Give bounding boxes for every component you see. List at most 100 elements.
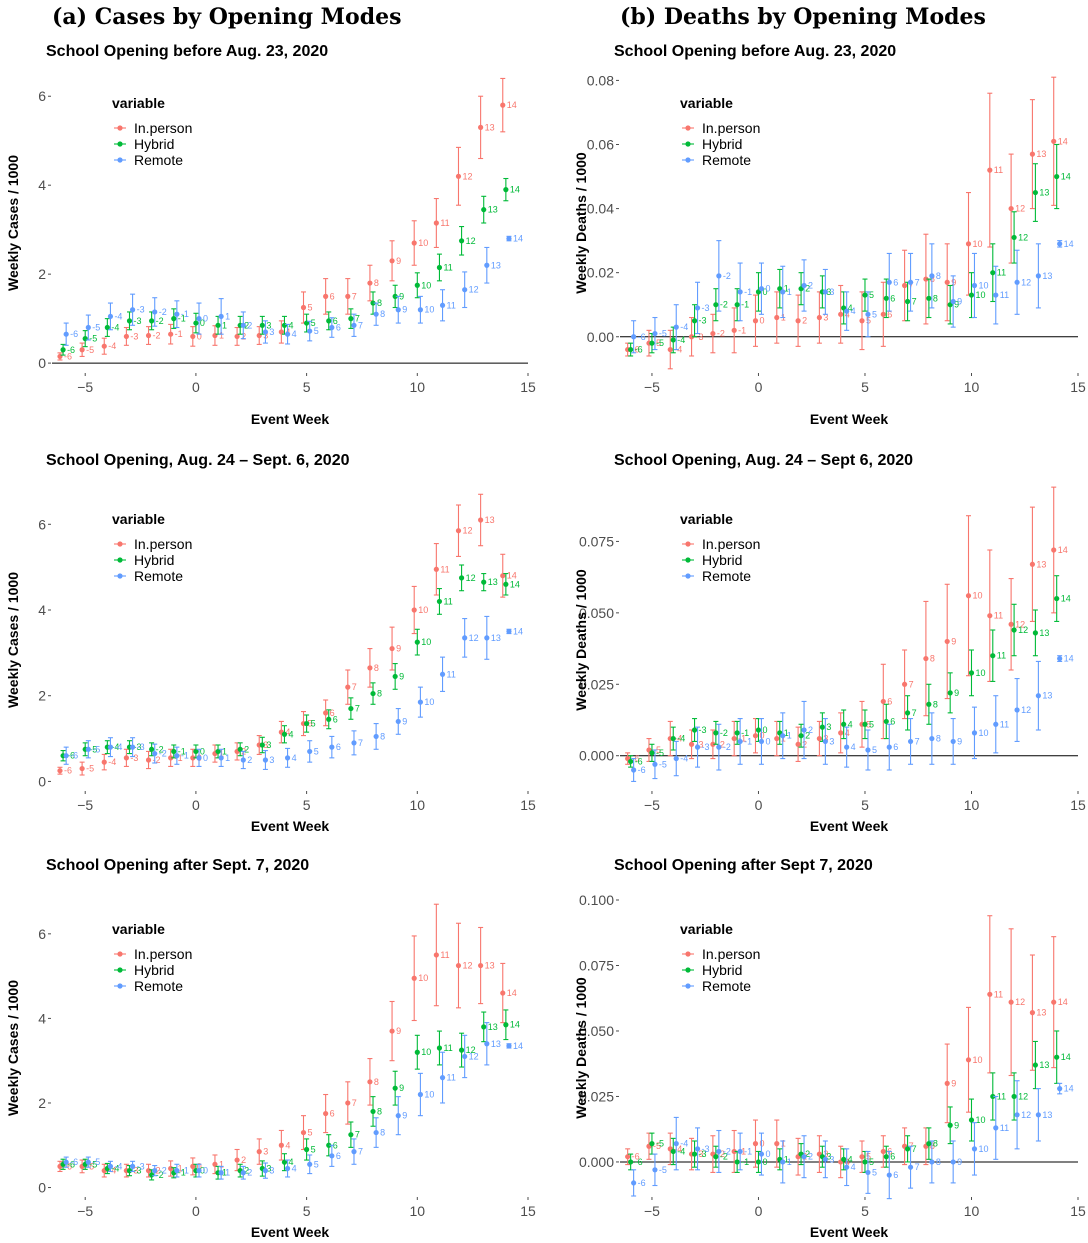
point-label: 12 xyxy=(462,171,472,181)
data-point xyxy=(1054,595,1060,602)
point-label: 6 xyxy=(333,1140,338,1150)
point-label: -6 xyxy=(638,1178,646,1188)
point-label: 12 xyxy=(1018,232,1028,242)
legend-key-point xyxy=(685,125,691,131)
data-point xyxy=(300,1129,307,1136)
data-point xyxy=(734,302,740,308)
data-point xyxy=(713,302,719,308)
legend-key-point xyxy=(685,573,691,579)
point-label: 9 xyxy=(399,1083,404,1093)
data-point xyxy=(329,324,335,331)
point-label: -6 xyxy=(70,751,78,761)
data-point xyxy=(370,1108,376,1115)
legend-label: Remote xyxy=(134,152,183,168)
data-point xyxy=(673,1141,679,1147)
point-label: 9 xyxy=(402,716,407,726)
data-point xyxy=(107,744,114,750)
point-label: 13 xyxy=(1042,691,1052,701)
point-label: -1 xyxy=(175,1164,183,1174)
y-axis-title: Weekly Deaths / 1000 xyxy=(573,152,589,294)
data-point xyxy=(123,755,129,761)
data-point xyxy=(971,282,978,289)
data-point xyxy=(631,1180,637,1186)
point-label: -5 xyxy=(659,1165,667,1175)
point-label: -3 xyxy=(133,316,141,326)
legend-key-point xyxy=(117,983,123,989)
point-label: 6 xyxy=(330,1109,335,1119)
point-label: 4 xyxy=(292,753,297,763)
data-point xyxy=(901,282,908,289)
point-label: 6 xyxy=(893,1170,898,1180)
x-axis-title: Event Week xyxy=(251,411,330,427)
data-point xyxy=(886,744,892,750)
data-point xyxy=(503,1022,509,1028)
point-label: -2 xyxy=(717,1149,725,1159)
point-label: 4 xyxy=(285,727,290,737)
point-label: 8 xyxy=(933,699,938,709)
data-point xyxy=(126,318,133,324)
data-point xyxy=(965,593,972,599)
point-label: 12 xyxy=(1018,1091,1028,1101)
x-tick-label: 5 xyxy=(861,1203,869,1219)
point-label: -4 xyxy=(680,322,688,332)
legend-key-point xyxy=(685,157,691,163)
data-point xyxy=(649,750,655,756)
y-axis-title: Weekly Cases / 1000 xyxy=(5,155,21,291)
data-point xyxy=(758,1151,765,1157)
y-tick-label: 0.025 xyxy=(579,676,614,692)
point-label: -5 xyxy=(89,744,97,754)
data-point xyxy=(1029,561,1036,567)
data-point xyxy=(129,1163,136,1169)
data-point xyxy=(1011,234,1017,241)
legend-label: In.person xyxy=(134,120,192,136)
data-point xyxy=(862,292,868,298)
point-label: -6 xyxy=(635,1157,643,1167)
legend-label: Remote xyxy=(134,568,183,584)
point-label: 10 xyxy=(424,305,434,315)
point-label: 13 xyxy=(1036,559,1046,569)
data-point xyxy=(373,311,379,317)
data-point xyxy=(370,300,376,306)
point-label: 13 xyxy=(1039,188,1049,198)
point-label: 8 xyxy=(933,293,938,303)
data-point xyxy=(901,681,908,687)
point-label: 7 xyxy=(912,297,917,307)
point-label: 3 xyxy=(266,740,271,750)
legend-key-point xyxy=(117,541,123,547)
data-point xyxy=(168,755,174,761)
legend-label: Hybrid xyxy=(134,552,174,568)
point-label: 0 xyxy=(765,1149,770,1159)
point-label: 9 xyxy=(951,1078,956,1088)
point-label: 2 xyxy=(244,744,249,754)
point-label: -2 xyxy=(723,742,731,752)
data-point xyxy=(1014,1112,1020,1118)
point-label: -4 xyxy=(114,311,122,321)
data-point xyxy=(710,741,716,747)
x-tick-label: 15 xyxy=(520,1203,536,1219)
point-label: 13 xyxy=(491,1039,501,1049)
point-label: 3 xyxy=(266,320,271,330)
point-label: -1 xyxy=(741,728,749,738)
point-label: 4 xyxy=(851,1162,856,1172)
point-label: 11 xyxy=(447,1073,456,1083)
point-label: 4 xyxy=(851,742,856,752)
legend-label: Remote xyxy=(702,152,751,168)
point-label: 11 xyxy=(1000,719,1009,729)
data-point xyxy=(990,1093,996,1100)
panel-title: School Opening after Sept. 7, 2020 xyxy=(46,857,309,874)
data-point xyxy=(326,318,332,324)
point-label: 14 xyxy=(1064,239,1074,249)
data-point xyxy=(774,1141,780,1147)
point-label: 12 xyxy=(466,573,476,583)
data-point xyxy=(1057,241,1063,247)
point-label: 14 xyxy=(1058,136,1068,146)
point-label: 8 xyxy=(936,734,941,744)
point-label: 2 xyxy=(247,320,252,330)
data-point xyxy=(929,1159,935,1165)
data-point xyxy=(414,1049,420,1055)
point-label: 14 xyxy=(513,1041,523,1051)
data-point xyxy=(883,1154,889,1160)
point-label: 2 xyxy=(244,320,249,330)
